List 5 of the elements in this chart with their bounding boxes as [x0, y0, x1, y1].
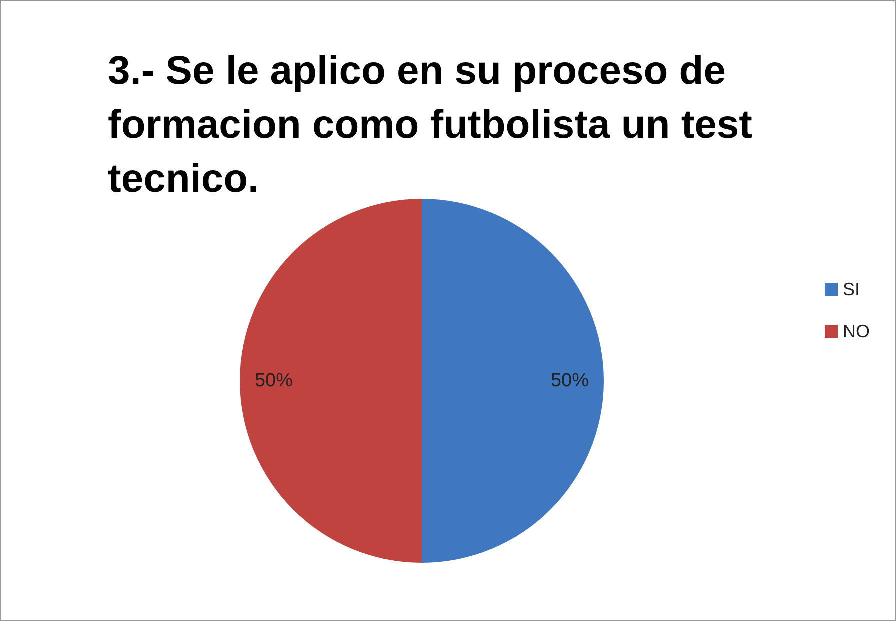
chart-title: 3.- Se le aplico en su proceso de formacion como futbolista un test tecnico.: [108, 49, 764, 201]
legend-label: NO: [843, 322, 870, 342]
data-label: 50%: [550, 370, 590, 392]
legend-label: SI: [843, 280, 860, 300]
data-label: 50%: [254, 370, 294, 392]
